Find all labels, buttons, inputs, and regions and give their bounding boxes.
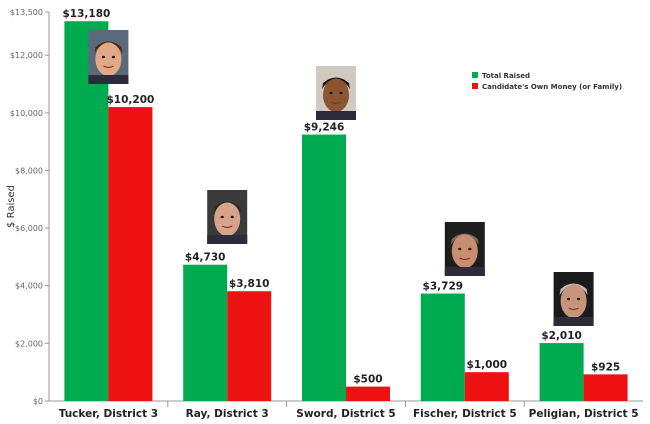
category-label: Sword, District 5: [296, 408, 395, 420]
y-tick-label: $2,000: [15, 339, 43, 348]
bar: [227, 291, 272, 401]
data-label: $925: [591, 361, 620, 373]
data-label: $9,246: [304, 122, 345, 134]
bar: [539, 343, 584, 401]
y-tick-label: $10,000: [10, 109, 43, 118]
category-label: Tucker, District 3: [59, 408, 158, 420]
data-label: $4,730: [185, 252, 226, 264]
candidate-photo-eye: [458, 247, 462, 251]
bar: [302, 134, 346, 401]
y-tick-label: $13,500: [10, 8, 43, 17]
y-tick-label: $0: [33, 397, 43, 406]
category-label: Peligian, District 5: [529, 408, 639, 420]
data-label: $13,180: [62, 8, 110, 20]
bar: [108, 107, 153, 401]
data-label: $10,200: [106, 94, 154, 106]
candidate-photo-eye: [329, 91, 333, 95]
data-label: $3,810: [229, 278, 270, 290]
data-label: $2,010: [541, 330, 582, 342]
bar: [420, 293, 465, 401]
data-label: $500: [353, 374, 382, 386]
candidate-photo-face: [214, 202, 241, 236]
candidate-photo-mouth: [568, 307, 579, 311]
category-label: Ray, District 3: [186, 408, 269, 420]
candidate-photo-shoulders: [88, 75, 129, 84]
candidate-photo-hair: [94, 41, 123, 53]
candidate-photo-face: [323, 78, 349, 112]
data-label: $1,000: [467, 359, 508, 371]
candidate-photo-eye: [567, 297, 571, 301]
bar: [183, 264, 228, 401]
candidate-photo-face: [560, 284, 587, 318]
candidate-photo-eye: [230, 215, 234, 219]
candidate-photo-mouth: [459, 257, 471, 261]
candidate-photo-eye: [220, 215, 224, 219]
category-label: Fischer, District 5: [413, 408, 517, 420]
y-tick-label: $6,000: [15, 224, 43, 233]
candidate-photo-mouth: [330, 101, 342, 105]
candidate-photo-eye: [111, 55, 115, 59]
candidate-photo-eye: [577, 297, 581, 301]
legend-label: Total Raised: [482, 72, 530, 80]
data-label: $3,729: [423, 281, 464, 293]
candidate-photo-eye: [468, 247, 472, 251]
candidate-photo-mouth: [103, 65, 114, 69]
y-tick-label: $8,000: [15, 166, 43, 175]
candidate-photo-eye: [339, 91, 343, 95]
legend-swatch: [472, 72, 478, 78]
candidate-photo-face: [451, 234, 478, 268]
candidate-photo-shoulders: [553, 317, 594, 326]
legend-label: Candidate's Own Money (or Family): [482, 83, 622, 91]
bar: [464, 372, 509, 401]
candidate-photo-hair: [559, 283, 588, 295]
candidate-photo-mouth: [221, 225, 233, 229]
candidate-photo-hair: [213, 201, 242, 213]
candidate-photo-shoulders: [207, 235, 248, 244]
bar: [64, 21, 109, 402]
legend-swatch: [472, 83, 478, 89]
candidate-photo-hair: [450, 233, 479, 245]
candidate-photo-hair: [322, 77, 350, 89]
y-tick-label: $12,000: [10, 51, 43, 60]
y-axis-title: $ Raised: [6, 185, 17, 228]
candidate-photo-eye: [101, 55, 105, 59]
candidate-photo-shoulders: [316, 111, 356, 120]
candidate-photo-shoulders: [444, 267, 485, 276]
bar: [583, 374, 628, 401]
y-tick-label: $4,000: [15, 282, 43, 291]
bar: [346, 386, 390, 401]
candidate-photo-face: [95, 42, 122, 76]
